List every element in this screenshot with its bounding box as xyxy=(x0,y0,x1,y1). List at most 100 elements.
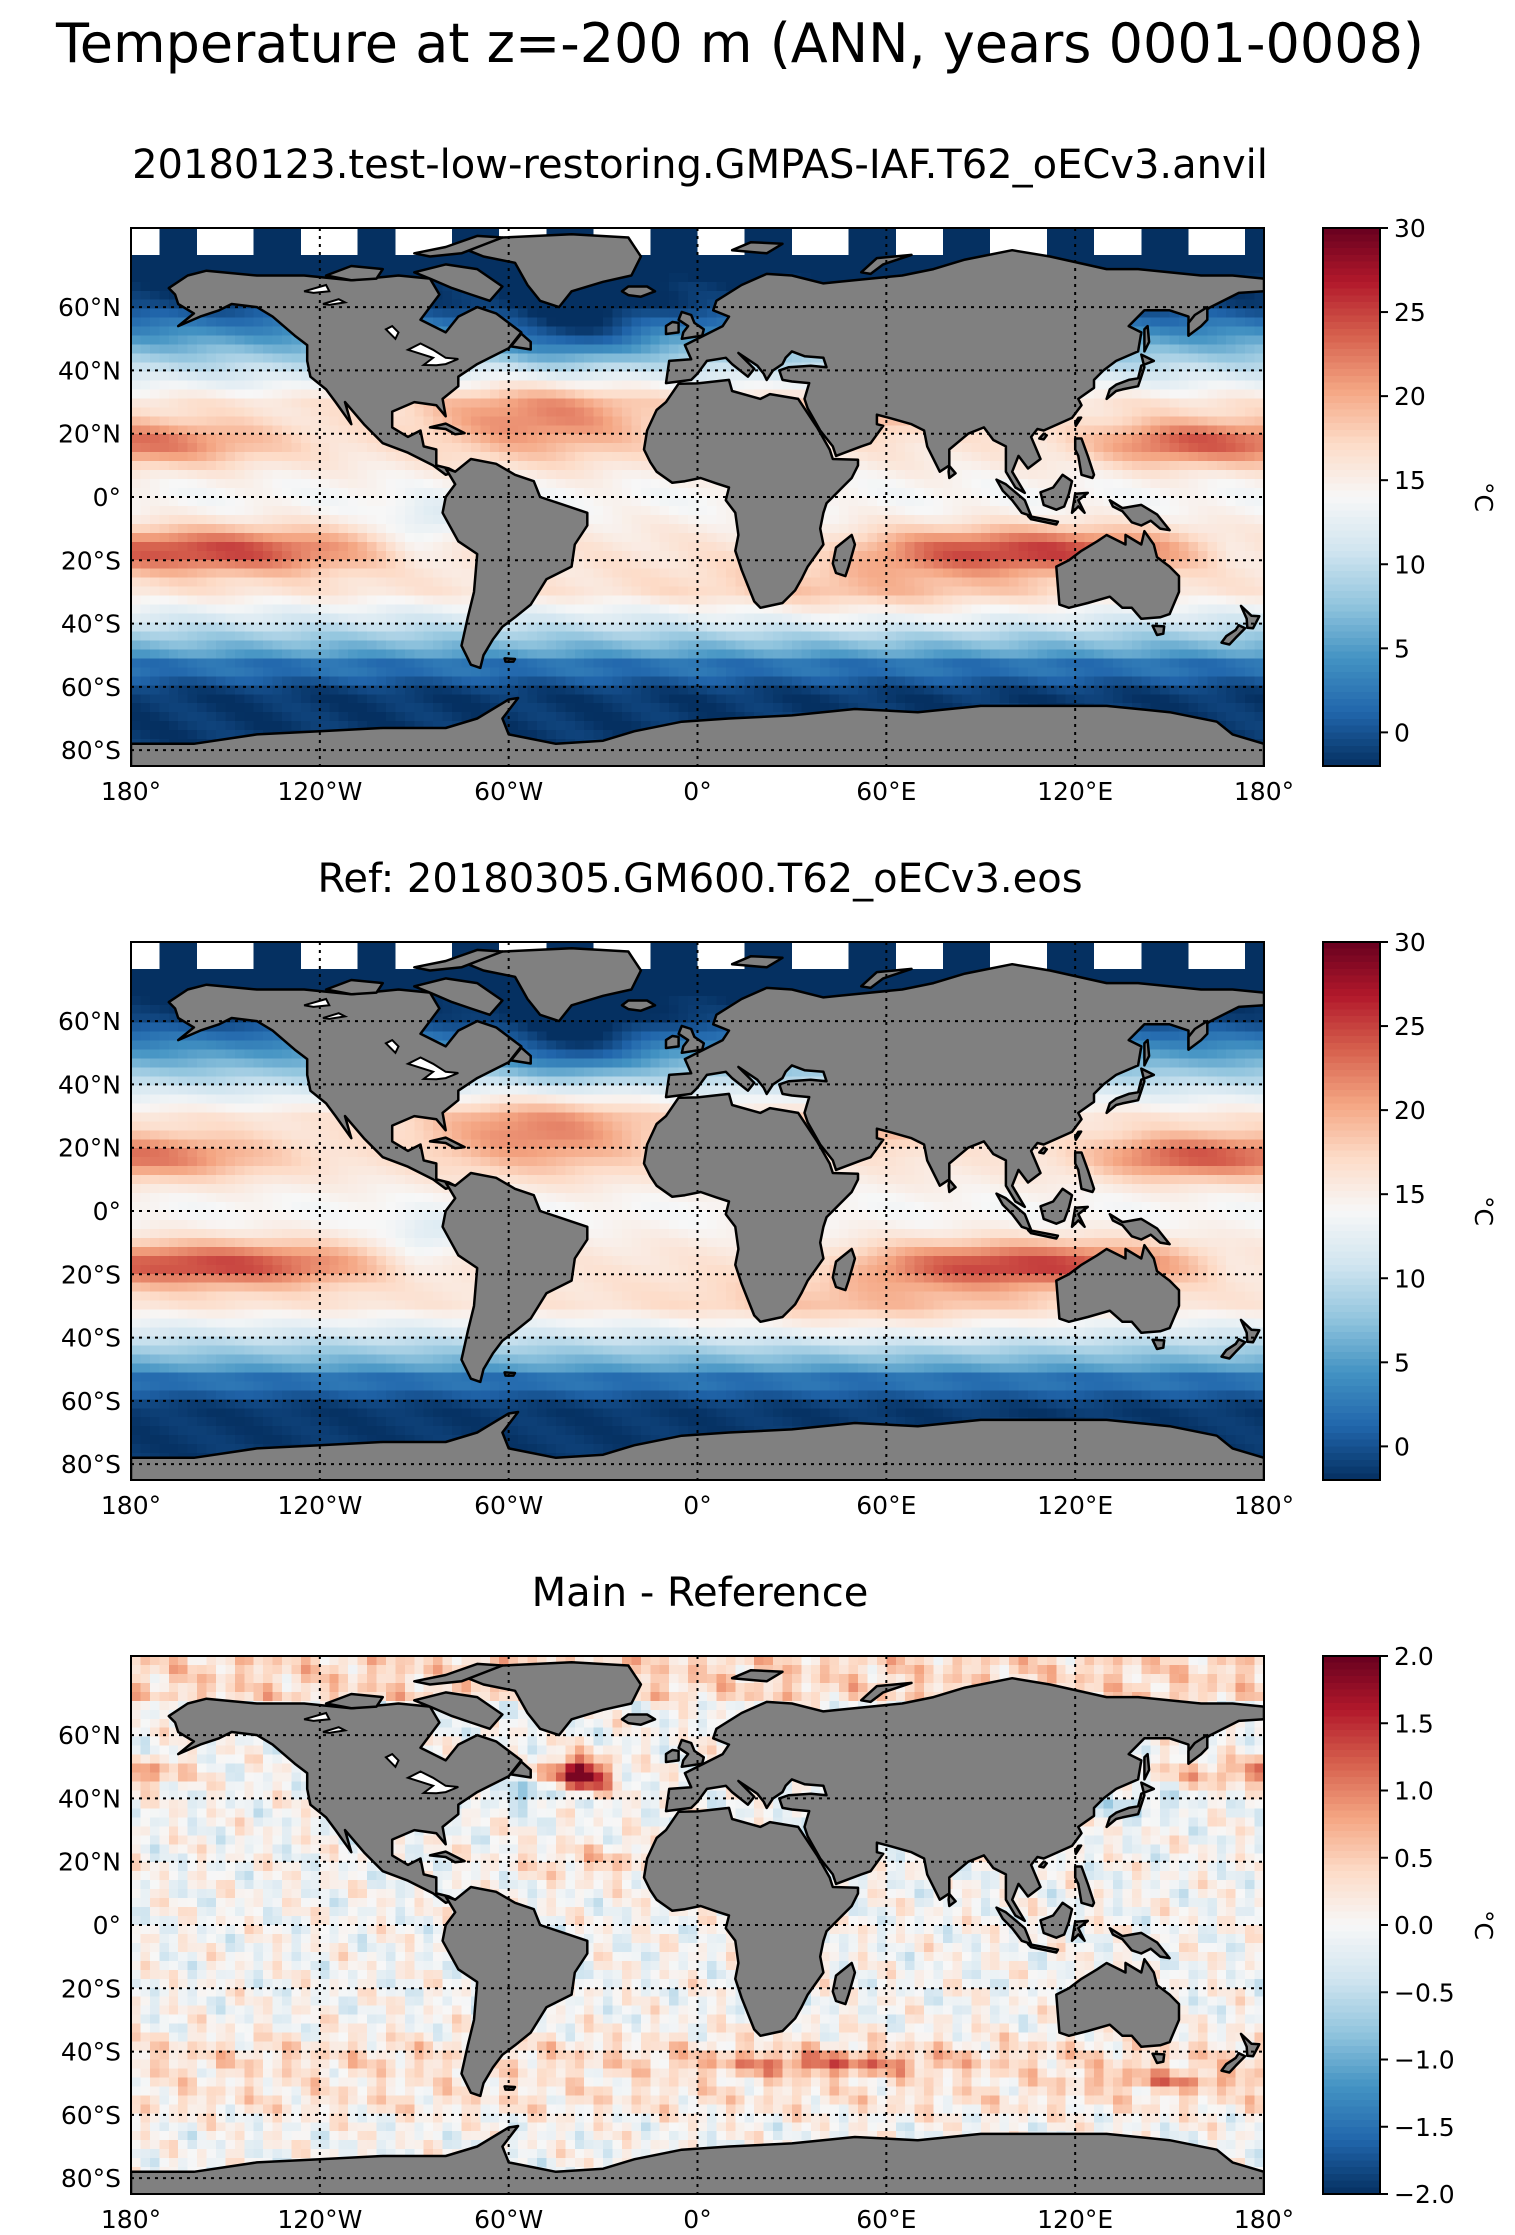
coastline-java xyxy=(1026,1228,1060,1240)
coastline-newZealandS xyxy=(1220,623,1247,646)
lake-1 xyxy=(384,324,400,341)
colorbar-tick-label: 10 xyxy=(1394,1264,1426,1293)
panel-title: 20180123.test-low-restoring.GMPAS-IAF.T6… xyxy=(132,142,1268,188)
panel-title: Ref: 20180305.GM600.T62_oECv3.eos xyxy=(317,856,1082,902)
coastline-iceland xyxy=(620,285,657,298)
colorbar-tick-label: 15 xyxy=(1394,1180,1426,1209)
map-frame xyxy=(130,1655,1265,2195)
gridlines xyxy=(131,942,1264,1480)
coastline-japan xyxy=(1105,353,1156,401)
y-tick-label: 0° xyxy=(93,1911,121,1940)
colorbar: 2.0 1.5 1.0 0.5 0.0 −0.5 −1.0 −1.5 −2.0 °C xyxy=(1322,1642,1498,2209)
lake-3 xyxy=(303,997,331,1008)
coastline-taiwan xyxy=(1073,1844,1083,1856)
coastline-baffin xyxy=(413,1691,504,1731)
coastline-tasmania xyxy=(1151,2052,1166,2065)
coastline-greenland xyxy=(466,233,643,309)
coastline-falklands xyxy=(503,1371,517,1377)
panel-reference: Ref: 20180305.GM600.T62_oECv3.eos 180° 12… xyxy=(58,856,1498,1520)
y-tick-label: 20°N xyxy=(58,1848,121,1877)
colorbar-label: °C xyxy=(1469,1196,1498,1226)
colorbar-tick-label: −2.0 xyxy=(1394,2180,1455,2209)
coastline-java xyxy=(1026,514,1060,526)
x-tick-label: 180° xyxy=(101,777,161,806)
coastline-ellesmere xyxy=(413,948,504,972)
colorbar-frame xyxy=(1322,227,1381,767)
colorbar-tick-label: 30 xyxy=(1394,214,1426,243)
coastline-iceland xyxy=(620,1713,657,1726)
gridlines xyxy=(131,228,1264,766)
y-tick-label: 60°S xyxy=(61,1387,121,1416)
colorbar-tick-label: 20 xyxy=(1394,1096,1426,1125)
y-tick-label: 20°S xyxy=(61,1974,121,2003)
x-tick-label: 180° xyxy=(1234,777,1294,806)
colorbar-tick-label: 1.5 xyxy=(1394,1709,1434,1738)
y-tick-label: 40°S xyxy=(61,2038,121,2067)
x-tick-label: 120°W xyxy=(277,1491,362,1520)
lake-2 xyxy=(322,1726,349,1734)
coastline-ireland xyxy=(664,1748,680,1764)
coastline-novayaZemlya xyxy=(859,1681,913,1704)
coastline-sriLanka xyxy=(947,1892,957,1908)
x-tick-label: 60°E xyxy=(856,1491,916,1520)
colorbar-tick-label: 0 xyxy=(1394,1432,1410,1461)
colorbar-tick-label: 2.0 xyxy=(1394,1642,1434,1671)
x-tick-label: 120°E xyxy=(1037,777,1113,806)
x-tick-label: 180° xyxy=(101,1491,161,1520)
coastline-kamchatka xyxy=(1187,1019,1209,1051)
x-tick-label: 60°W xyxy=(474,1491,543,1520)
coastline-victoriaIs xyxy=(324,1692,385,1710)
coastline-victoriaIs xyxy=(324,978,385,996)
figure-title: Temperature at z=-200 m (ANN, years 0001… xyxy=(55,12,1424,75)
coastline-victoriaIs xyxy=(324,264,385,282)
coastline-greenland xyxy=(466,1661,643,1737)
y-tick-label: 40°N xyxy=(58,356,121,385)
y-tick-label: 60°S xyxy=(61,2101,121,2130)
coastline-borneo xyxy=(1039,1187,1074,1225)
coastline-sriLanka xyxy=(947,464,957,480)
colorbar-tick-label: −1.5 xyxy=(1394,2113,1455,2142)
colorbar-tick-label: 30 xyxy=(1394,928,1426,957)
coastline-tasmania xyxy=(1151,624,1166,637)
lake-1 xyxy=(384,1038,400,1055)
coastline-taiwan xyxy=(1073,1130,1083,1142)
map-plot: 180° 120°W 60°W 0° 60°E 120°E 180° 60°N 40°N 20°N… xyxy=(58,227,1294,806)
y-tick-label: 80°S xyxy=(61,2164,121,2193)
gridlines xyxy=(131,1656,1264,2194)
y-tick-label: 20°N xyxy=(58,1134,121,1163)
coastline-philippines xyxy=(1073,1151,1096,1194)
x-tick-label: 180° xyxy=(1234,1491,1294,1520)
coastline-baffin xyxy=(413,263,504,303)
x-tick-label: 60°E xyxy=(856,777,916,806)
y-tick-label: 60°S xyxy=(61,673,121,702)
coastline-australia xyxy=(1055,1243,1181,1335)
colorbar-label: °C xyxy=(1469,1910,1498,1940)
coastline-baffin xyxy=(413,977,504,1017)
lake-1 xyxy=(384,1752,400,1769)
colorbar-tick-label: 0.0 xyxy=(1394,1911,1434,1940)
colorbar-tick-label: 10 xyxy=(1394,550,1426,579)
y-tick-label: 40°N xyxy=(58,1784,121,1813)
coastline-northAmerica xyxy=(167,983,523,1191)
coastline-newZealandN xyxy=(1239,604,1261,630)
coastline-newGuinea xyxy=(1108,498,1171,532)
map-frame xyxy=(130,941,1265,1481)
x-tick-label: 0° xyxy=(683,2205,711,2234)
coastline-hainan xyxy=(1038,432,1049,441)
colorbar-label: °C xyxy=(1469,482,1498,512)
y-tick-label: 60°N xyxy=(58,1007,121,1036)
lake-0 xyxy=(405,1056,459,1081)
x-tick-label: 60°E xyxy=(856,2205,916,2234)
y-tick-label: 80°S xyxy=(61,736,121,765)
coastline-hainan xyxy=(1038,1860,1049,1869)
x-tick-label: 120°E xyxy=(1037,2205,1113,2234)
panel-title: Main - Reference xyxy=(532,1570,869,1616)
panel-difference: Main - Reference 180° 120°W 60°W 0° 60°E 120°… xyxy=(58,1570,1498,2234)
coastline-madagascar xyxy=(831,1247,857,1292)
y-tick-label: 40°N xyxy=(58,1070,121,1099)
coastline-newZealandS xyxy=(1220,1337,1247,1360)
map-plot: 180° 120°W 60°W 0° 60°E 120°E 180° 60°N 40°N 20°N… xyxy=(58,1655,1294,2234)
coastline-tasmania xyxy=(1151,1338,1166,1351)
coastline-japan xyxy=(1105,1067,1156,1115)
